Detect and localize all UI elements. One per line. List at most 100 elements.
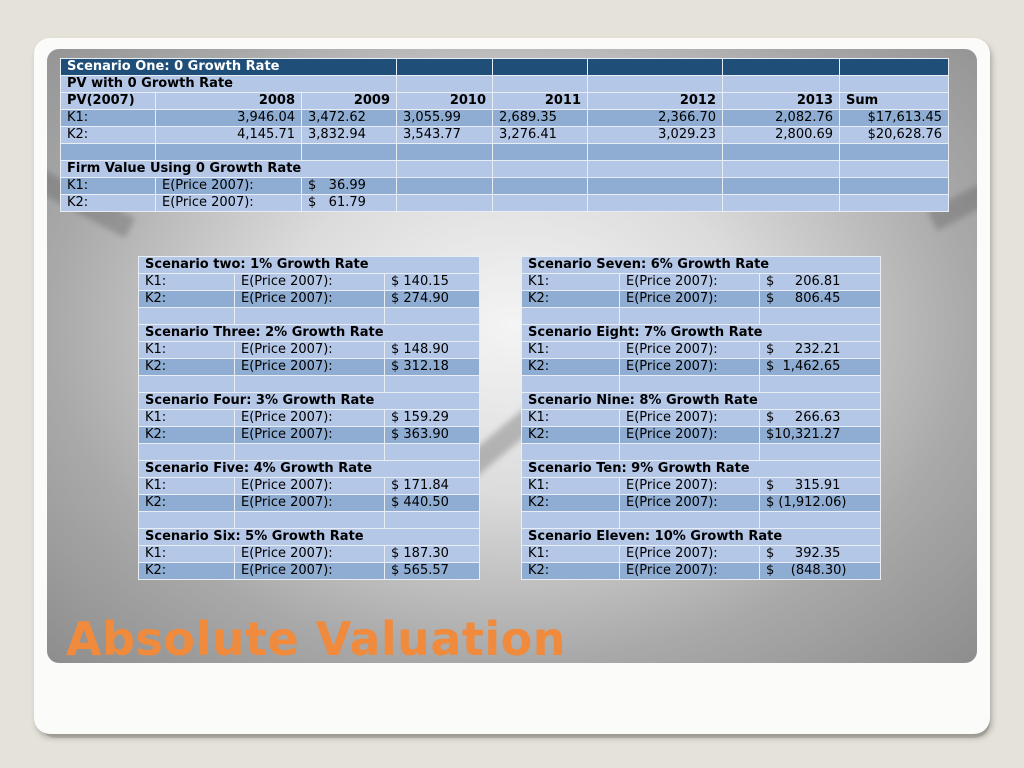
header-cell: 2013: [722, 92, 841, 110]
table-cell: E(Price 2007):: [619, 358, 760, 376]
empty-row: [138, 375, 481, 393]
empty-row: [521, 443, 882, 461]
table-row: K1: E(Price 2007): $ 315.91: [521, 477, 882, 495]
table-cell: 3,055.99: [396, 109, 494, 127]
scenario-title: Scenario Three: 2% Growth Rate: [137, 324, 481, 342]
scenario-title-row: Scenario Five: 4% Growth Rate: [137, 460, 481, 478]
table-cell: E(Price 2007):: [619, 273, 760, 291]
row-label: K2:: [138, 426, 235, 444]
scenario-title: Scenario Eleven: 10% Growth Rate: [520, 528, 882, 546]
table-row: K1: E(Price 2007): $ 206.81: [521, 273, 882, 291]
table-cell: $17,613.45: [839, 109, 950, 127]
table-cell: $10,321.27: [758, 426, 882, 444]
table-row: K2: E(Price 2007): $ 440.50: [138, 494, 481, 512]
row-label: K2:: [521, 290, 620, 308]
scenario-one-table: Scenario One: 0 Growth Rate PV with 0 Gr…: [59, 58, 950, 212]
table-row: K2: E(Price 2007): $ (848.30): [521, 562, 882, 580]
scenario-title: Scenario Five: 4% Growth Rate: [137, 460, 481, 478]
table-cell: $ 232.21: [758, 341, 882, 359]
row-label: K1:: [60, 177, 156, 195]
empty-row: [60, 143, 950, 161]
table-row: K1: E(Price 2007): $ 140.15: [138, 273, 481, 291]
table-row: K2: E(Price 2007): $ 363.90: [138, 426, 481, 444]
scenario-title: Scenario Nine: 8% Growth Rate: [520, 392, 882, 410]
row-label: K1:: [138, 341, 235, 359]
table-cell: $ 148.90: [383, 341, 481, 359]
table-cell: 2,082.76: [722, 109, 841, 127]
row-label: K1:: [521, 409, 620, 427]
row-label: K1:: [138, 545, 235, 563]
table-cell: 4,145.71: [155, 126, 302, 144]
header-cell: 2012: [587, 92, 724, 110]
table-cell: E(Price 2007):: [155, 194, 302, 212]
table-cell: $ 312.18: [383, 358, 481, 376]
table-cell: $ 206.81: [758, 273, 882, 291]
table-cell: $ 61.79: [300, 194, 398, 212]
table-row: K2: E(Price 2007): $ (1,912.06): [521, 494, 882, 512]
table-cell: $ 1,462.65: [758, 358, 882, 376]
table-cell: 3,543.77: [396, 126, 494, 144]
empty-row: [521, 307, 882, 325]
table-row: K1: E(Price 2007): $ 148.90: [138, 341, 481, 359]
table-cell: E(Price 2007):: [234, 290, 385, 308]
table-cell: $ 36.99: [300, 177, 398, 195]
table-cell: E(Price 2007):: [234, 409, 385, 427]
header-cell: Sum: [839, 92, 950, 110]
table-cell: E(Price 2007):: [234, 477, 385, 495]
table-cell: $ 159.29: [383, 409, 481, 427]
empty-row: [138, 443, 481, 461]
empty-row: [138, 511, 481, 529]
row-label: K2:: [521, 426, 620, 444]
table-row: K2: E(Price 2007): $ 312.18: [138, 358, 481, 376]
row-label: K2:: [60, 126, 156, 144]
scenario-title: Scenario Four: 3% Growth Rate: [137, 392, 481, 410]
table-cell: E(Price 2007):: [619, 562, 760, 580]
row-label: K1:: [521, 341, 620, 359]
row-label: K1:: [521, 273, 620, 291]
table-row: K2: E(Price 2007): $ 61.79: [60, 194, 950, 212]
row-label: K1:: [521, 545, 620, 563]
scenario-title: Scenario Six: 5% Growth Rate: [137, 528, 481, 546]
table-cell: E(Price 2007):: [619, 426, 760, 444]
table-row: K1: 3,946.04 3,472.62 3,055.99 2,689.35 …: [60, 109, 950, 127]
slide-title: Absolute Valuation: [66, 612, 567, 666]
firm-value-title: Firm Value Using 0 Growth Rate: [59, 160, 398, 178]
table-cell: 3,472.62: [300, 109, 398, 127]
table-cell: E(Price 2007):: [234, 358, 385, 376]
table-cell: $ 440.50: [383, 494, 481, 512]
row-label: K2:: [138, 290, 235, 308]
scenario-title: Scenario Seven: 6% Growth Rate: [520, 256, 882, 274]
table-cell: $ 363.90: [383, 426, 481, 444]
table-cell: $ 171.84: [383, 477, 481, 495]
table-cell: $ 274.90: [383, 290, 481, 308]
right-scenarios-table: Scenario Seven: 6% Growth Rate K1: E(Price…: [520, 256, 882, 580]
row-label: K1:: [138, 273, 235, 291]
scenario-title-row: Scenario Six: 5% Growth Rate: [137, 528, 481, 546]
table-cell: $ 565.57: [383, 562, 481, 580]
header-cell: 2009: [300, 92, 398, 110]
table-row: K2: E(Price 2007): $ 565.57: [138, 562, 481, 580]
table-row: K1: E(Price 2007): $ 36.99: [60, 177, 950, 195]
table-row: K1: E(Price 2007): $ 171.84: [138, 477, 481, 495]
table-cell: $ (848.30): [758, 562, 882, 580]
firm-value-title-row: Firm Value Using 0 Growth Rate: [59, 160, 950, 178]
left-scenarios-table: Scenario two: 1% Growth Rate K1: E(Price 2…: [137, 256, 481, 580]
table-row: K1: E(Price 2007): $ 159.29: [138, 409, 481, 427]
table-cell: 3,276.41: [492, 126, 589, 144]
table-row: K1: E(Price 2007): $ 266.63: [521, 409, 882, 427]
table-cell: $ 806.45: [758, 290, 882, 308]
scenario-title-row: Scenario Seven: 6% Growth Rate: [520, 256, 882, 274]
row-label: K2:: [138, 562, 235, 580]
header-cell: 2008: [155, 92, 302, 110]
table-cell: $ 187.30: [383, 545, 481, 563]
table-header-row: PV(2007) 2008 2009 2010 2011 2012 2013 S…: [60, 92, 950, 110]
table-row: K1: E(Price 2007): $ 187.30: [138, 545, 481, 563]
table-cell: E(Price 2007):: [619, 545, 760, 563]
table-cell: 3,946.04: [155, 109, 302, 127]
row-label: K2:: [521, 562, 620, 580]
table-row: K2: 4,145.71 3,832.94 3,543.77 3,276.41 …: [60, 126, 950, 144]
table-row: K2: E(Price 2007): $10,321.27: [521, 426, 882, 444]
table-cell: E(Price 2007):: [234, 545, 385, 563]
table-cell: $20,628.76: [839, 126, 950, 144]
empty-row: [521, 375, 882, 393]
